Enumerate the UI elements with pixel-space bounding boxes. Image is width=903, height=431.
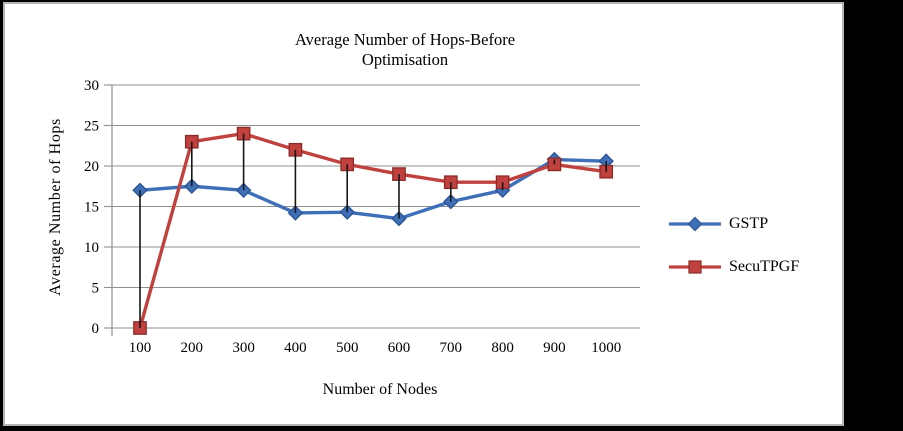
legend-marker-gstp-icon (669, 216, 721, 232)
x-tick-label: 600 (388, 340, 411, 356)
x-tick-label: 300 (232, 340, 255, 356)
x-tick-label: 100 (129, 340, 152, 356)
chart-title-line1: Average Number of Hops-Before (294, 30, 516, 49)
legend-label-secutpgf: SecuTPGF (729, 258, 800, 275)
legend-item-secutpgf: SecuTPGF (668, 256, 799, 278)
x-tick-label: 1000 (591, 340, 621, 356)
y-tick-label: 0 (92, 321, 100, 337)
x-tick-label: 800 (491, 340, 514, 356)
x-tick-label: 400 (284, 340, 307, 356)
x-tick-label: 900 (543, 340, 566, 356)
y-tick-label: 25 (84, 119, 99, 135)
chart-panel: 0 5 10 15 20 25 30 100 200 300 400 500 600 700 800 900 1… (3, 2, 844, 426)
chart-title-line2: Optimisation (361, 49, 449, 69)
legend-marker-secutpgf-icon (669, 260, 721, 274)
x-tick-label: 200 (181, 340, 204, 356)
chart-title: Average Number of Hops-Before Optimisati… (140, 30, 670, 70)
y-tick-label: 30 (84, 78, 99, 94)
legend: GSTP SecuTPGF (668, 213, 799, 299)
series-secutpgf-line (138, 131, 607, 329)
x-tick-label: 500 (336, 340, 359, 356)
y-tick-label: 20 (84, 159, 99, 175)
legend-label-gstp: GSTP (729, 215, 769, 232)
y-tick-label: 5 (92, 281, 100, 297)
legend-item-gstp: GSTP (668, 213, 799, 235)
y-axis-title: Average Number of Hops (47, 118, 64, 296)
x-axis-title: Number of Nodes (322, 381, 438, 398)
chart-plot-area: 0 5 10 15 20 25 30 100 200 300 400 500 600 700 800 900 1… (84, 78, 640, 356)
y-tick-label: 15 (84, 200, 99, 216)
y-tick-label: 10 (84, 240, 99, 256)
x-tick-label: 700 (440, 340, 463, 356)
